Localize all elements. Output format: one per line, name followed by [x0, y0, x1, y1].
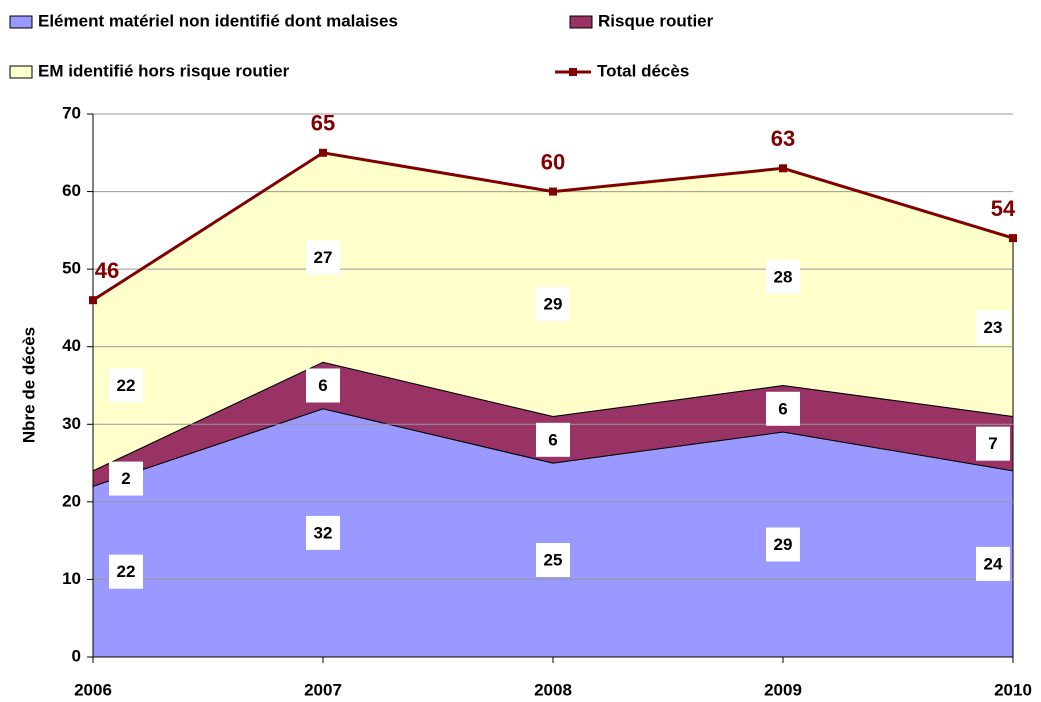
total-label: 54	[991, 196, 1016, 221]
legend-label: EM identifié hors risque routier	[38, 61, 290, 80]
x-tick-label: 2008	[534, 680, 572, 699]
data-label: 27	[314, 248, 333, 267]
legend-swatch	[9, 15, 33, 29]
data-label-box	[306, 240, 340, 275]
x-tick-label: 2006	[74, 680, 112, 699]
data-label: 2	[121, 469, 130, 488]
data-label: 25	[544, 551, 563, 570]
data-label: 6	[778, 399, 787, 418]
data-label-box	[109, 368, 143, 403]
data-label: 32	[314, 523, 333, 542]
data-label-box	[536, 422, 570, 457]
x-tick-label: 2009	[764, 680, 802, 699]
y-tick-label: 10	[62, 569, 81, 588]
data-label: 29	[774, 535, 793, 554]
total-label: 63	[771, 126, 795, 151]
data-label: 24	[984, 554, 1003, 573]
x-tick-label: 2010	[994, 680, 1032, 699]
data-label: 23	[984, 318, 1003, 337]
y-tick-label: 60	[62, 181, 81, 200]
data-label-box	[976, 546, 1010, 581]
total-marker	[319, 148, 327, 157]
legend-label: Risque routier	[598, 11, 714, 30]
data-label-box	[536, 543, 570, 578]
y-tick-label: 50	[62, 259, 81, 278]
data-label-box	[306, 368, 340, 403]
legend-swatch	[9, 65, 33, 79]
y-tick-label: 40	[62, 336, 81, 355]
data-label: 22	[117, 376, 136, 395]
data-label-box	[976, 426, 1010, 461]
data-label: 6	[318, 376, 327, 395]
legend-label: Elément matériel non identifié dont mala…	[38, 11, 398, 30]
data-label: 6	[548, 430, 557, 449]
data-label-box	[766, 259, 800, 294]
data-label: 22	[117, 562, 136, 581]
total-label: 46	[95, 258, 119, 283]
legend-marker	[569, 68, 577, 76]
data-label-box	[766, 527, 800, 562]
total-marker	[1009, 234, 1017, 243]
y-tick-label: 20	[62, 491, 81, 510]
legend-swatch	[569, 15, 593, 29]
total-marker	[89, 296, 97, 305]
total-label: 65	[311, 111, 335, 136]
total-marker	[549, 187, 557, 196]
x-tick-label: 2007	[304, 680, 342, 699]
y-tick-label: 0	[72, 646, 81, 665]
y-axis-label: Nbre de décès	[19, 327, 38, 443]
total-label: 60	[541, 149, 565, 174]
data-label-box	[976, 310, 1010, 345]
data-label-box	[109, 461, 143, 496]
data-label-box	[766, 391, 800, 426]
data-label-box	[109, 554, 143, 589]
data-label: 7	[988, 434, 997, 453]
data-label: 28	[774, 267, 793, 286]
y-tick-label: 70	[62, 103, 81, 122]
data-label-box	[536, 287, 570, 322]
total-marker	[779, 164, 787, 173]
data-label-box	[306, 515, 340, 550]
y-tick-label: 30	[62, 414, 81, 433]
data-label: 29	[544, 295, 563, 314]
legend-label: Total décès	[597, 61, 689, 80]
